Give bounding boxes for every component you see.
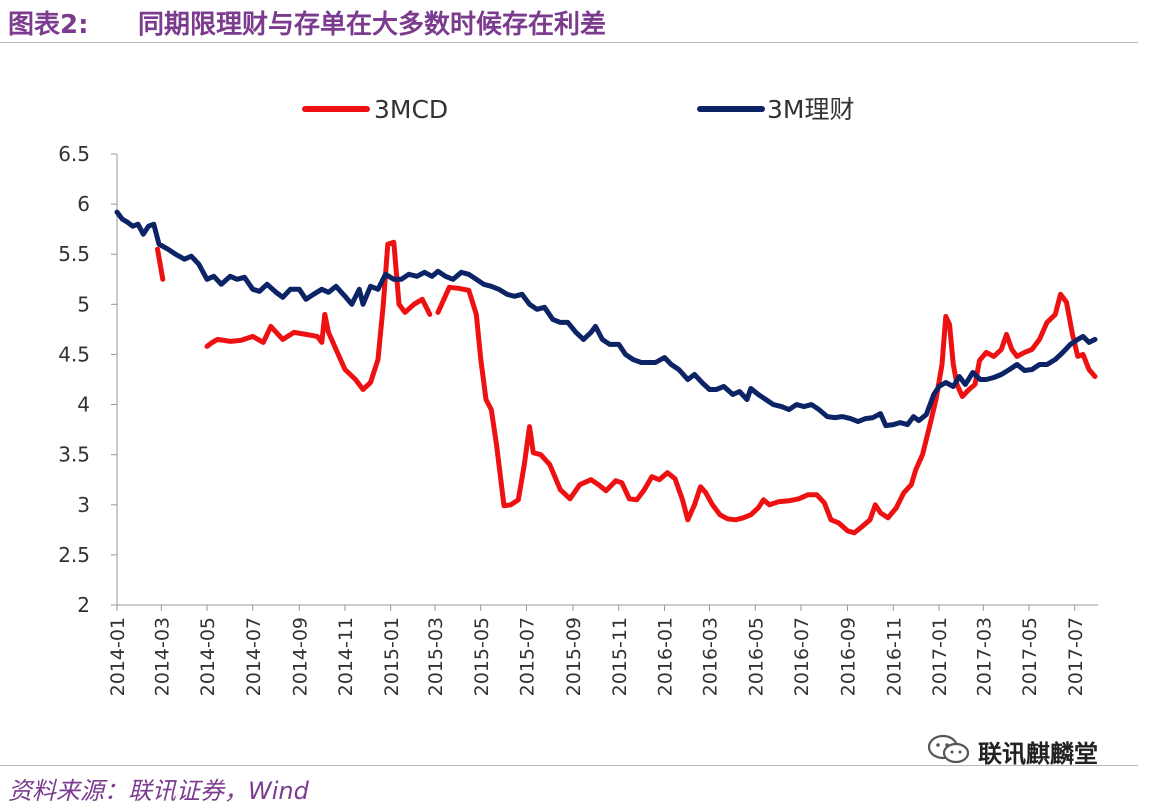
wechat-icon bbox=[927, 734, 970, 764]
x-tick-label: 2017-07 bbox=[1065, 617, 1087, 696]
chart-legend: 3MCD 3M理财 bbox=[302, 95, 854, 124]
x-tick-label: 2015-01 bbox=[381, 617, 403, 696]
x-tick-label: 2015-07 bbox=[517, 617, 539, 696]
x-tick-label: 2016-07 bbox=[791, 617, 813, 696]
x-tick-label: 2016-09 bbox=[838, 617, 860, 696]
x-tick-label: 2014-03 bbox=[151, 617, 173, 696]
x-tick-label: 2017-01 bbox=[929, 617, 951, 696]
chart-series bbox=[114, 209, 1098, 536]
x-tick-label: 2014-01 bbox=[107, 617, 129, 696]
chart-title: 同期限理财与存单在大多数时候存在利差 bbox=[138, 10, 607, 40]
x-tick-label: 2014-11 bbox=[335, 617, 357, 696]
series-line-cd bbox=[155, 246, 166, 282]
x-tick-label: 2017-03 bbox=[973, 617, 995, 696]
y-tick-label: 2.5 bbox=[58, 543, 90, 567]
x-tick-label: 2014-09 bbox=[289, 617, 311, 696]
legend-label-cd: 3MCD bbox=[374, 95, 448, 124]
line-chart: 3MCD 3M理财 22.533.544.555.566.5 2014-01 201… bbox=[58, 95, 1098, 696]
x-tick-label: 2017-05 bbox=[1019, 617, 1041, 696]
y-tick-label: 5.5 bbox=[58, 242, 90, 266]
series-line-wm bbox=[114, 209, 1098, 429]
series-line-cd bbox=[204, 239, 433, 392]
figure-header: 图表2: 同期限理财与存单在大多数时候存在利差 bbox=[0, 0, 1154, 44]
figure-label: 图表2: bbox=[8, 10, 89, 40]
x-tick-label: 2015-11 bbox=[609, 617, 631, 696]
y-tick-label: 4 bbox=[77, 393, 90, 417]
x-tick-label: 2016-05 bbox=[745, 617, 767, 696]
legend-label-wm: 3M理财 bbox=[767, 95, 854, 124]
y-tick-label: 6 bbox=[77, 192, 90, 216]
y-tick-label: 6.5 bbox=[58, 142, 90, 166]
x-tick-label: 2014-05 bbox=[197, 617, 219, 696]
x-tick-label: 2015-03 bbox=[425, 617, 447, 696]
y-tick-label: 5 bbox=[77, 292, 90, 316]
footer-divider bbox=[0, 765, 1138, 766]
y-axis: 2 2.5 3 3.5 4 4.5 5 5.5 6 6.5 bbox=[58, 142, 118, 617]
x-tick-label: 2015-05 bbox=[471, 617, 493, 696]
x-tick-label: 2015-09 bbox=[563, 617, 585, 696]
y-tick-label: 3 bbox=[77, 493, 90, 517]
watermark-text: 联讯麒麟堂 bbox=[978, 740, 1098, 768]
x-tick-label: 2016-11 bbox=[883, 617, 905, 696]
header-divider bbox=[0, 42, 1138, 43]
y-tick-label: 2 bbox=[77, 593, 90, 617]
source-note: 资料来源：联讯证券，Wind bbox=[8, 777, 309, 805]
x-tick-label: 2016-03 bbox=[700, 617, 722, 696]
x-axis: 2014-01 2014-03 2014-05 2014-07 2014-09 2014-… bbox=[107, 604, 1098, 696]
x-tick-label: 2016-01 bbox=[655, 617, 677, 696]
series-line-cd bbox=[435, 284, 1098, 536]
x-tick-label: 2014-07 bbox=[243, 617, 265, 696]
y-tick-label: 4.5 bbox=[58, 342, 90, 366]
y-tick-label: 3.5 bbox=[58, 443, 90, 467]
